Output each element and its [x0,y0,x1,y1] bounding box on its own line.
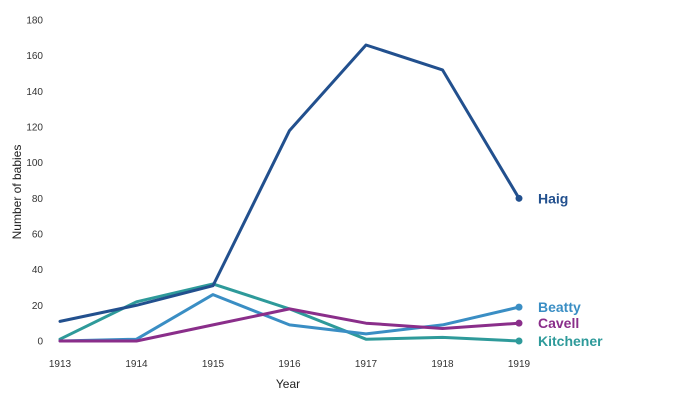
series-label-kitchener: Kitchener [538,333,603,349]
y-tick-label: 120 [26,123,43,134]
y-tick-label: 40 [32,265,44,276]
series-end-markers [515,194,523,345]
series-end-point-haig [515,194,523,202]
x-tick-label: 1913 [49,359,72,370]
x-tick-label: 1919 [508,359,531,370]
y-tick-label: 80 [32,194,44,205]
x-axis-ticks: 1913 1914 1915 1916 1917 1918 1919 [49,359,531,370]
x-tick-label: 1918 [431,359,454,370]
y-tick-label: 20 [32,301,44,312]
series-label-cavell: Cavell [538,315,579,331]
series-label-beatty: Beatty [538,299,581,315]
x-tick-label: 1917 [355,359,378,370]
y-tick-label: 160 [26,51,43,62]
x-axis-title: Year [276,377,300,391]
y-axis-ticks: 0 20 40 60 80 100 120 140 160 180 [26,16,43,348]
x-tick-label: 1914 [125,359,148,370]
x-tick-label: 1916 [278,359,301,370]
y-tick-label: 180 [26,16,43,27]
series-label-haig: Haig [538,190,568,206]
y-tick-label: 60 [32,230,44,241]
series-line-haig [58,43,521,323]
series-end-point-cavell [515,319,523,327]
y-tick-label: 100 [26,158,43,169]
series-end-point-kitchener [515,337,523,345]
series-end-point-beatty [515,303,523,311]
y-tick-label: 140 [26,87,43,98]
series-lines [58,43,521,343]
series-line-kitchener [58,282,521,343]
series-line-cavell [58,307,521,343]
x-tick-label: 1915 [202,359,225,370]
y-tick-label: 0 [37,337,43,348]
series-line-beatty [58,293,521,343]
y-axis-title: Number of babies [10,145,24,240]
